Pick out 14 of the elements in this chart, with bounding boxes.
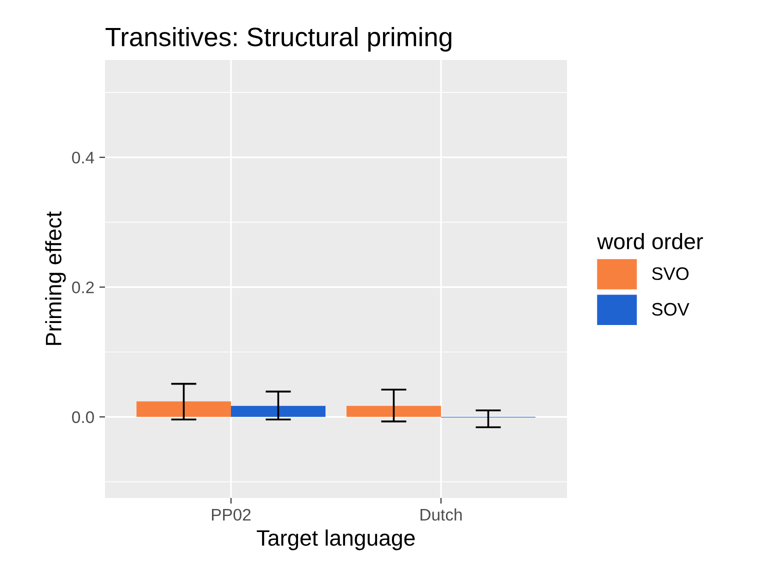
chart-title: Transitives: Structural priming: [106, 26, 452, 52]
legend-label: SOV: [652, 302, 690, 316]
y-tick-label: 0.4: [72, 152, 94, 164]
legend-label: SVO: [652, 267, 689, 280]
x-tick-label: PP02: [212, 508, 251, 521]
bar: [346, 406, 441, 417]
x-axis-title: Target language: [256, 530, 415, 550]
y-axis-title: Priming effect: [45, 211, 66, 345]
y-tick-label: 0.2: [72, 282, 94, 294]
bar: [136, 401, 231, 417]
y-tick-label: 0.0: [72, 411, 94, 424]
legend-title: word order: [597, 232, 703, 250]
x-tick-label: Dutch: [420, 508, 462, 521]
bar: [231, 406, 326, 417]
